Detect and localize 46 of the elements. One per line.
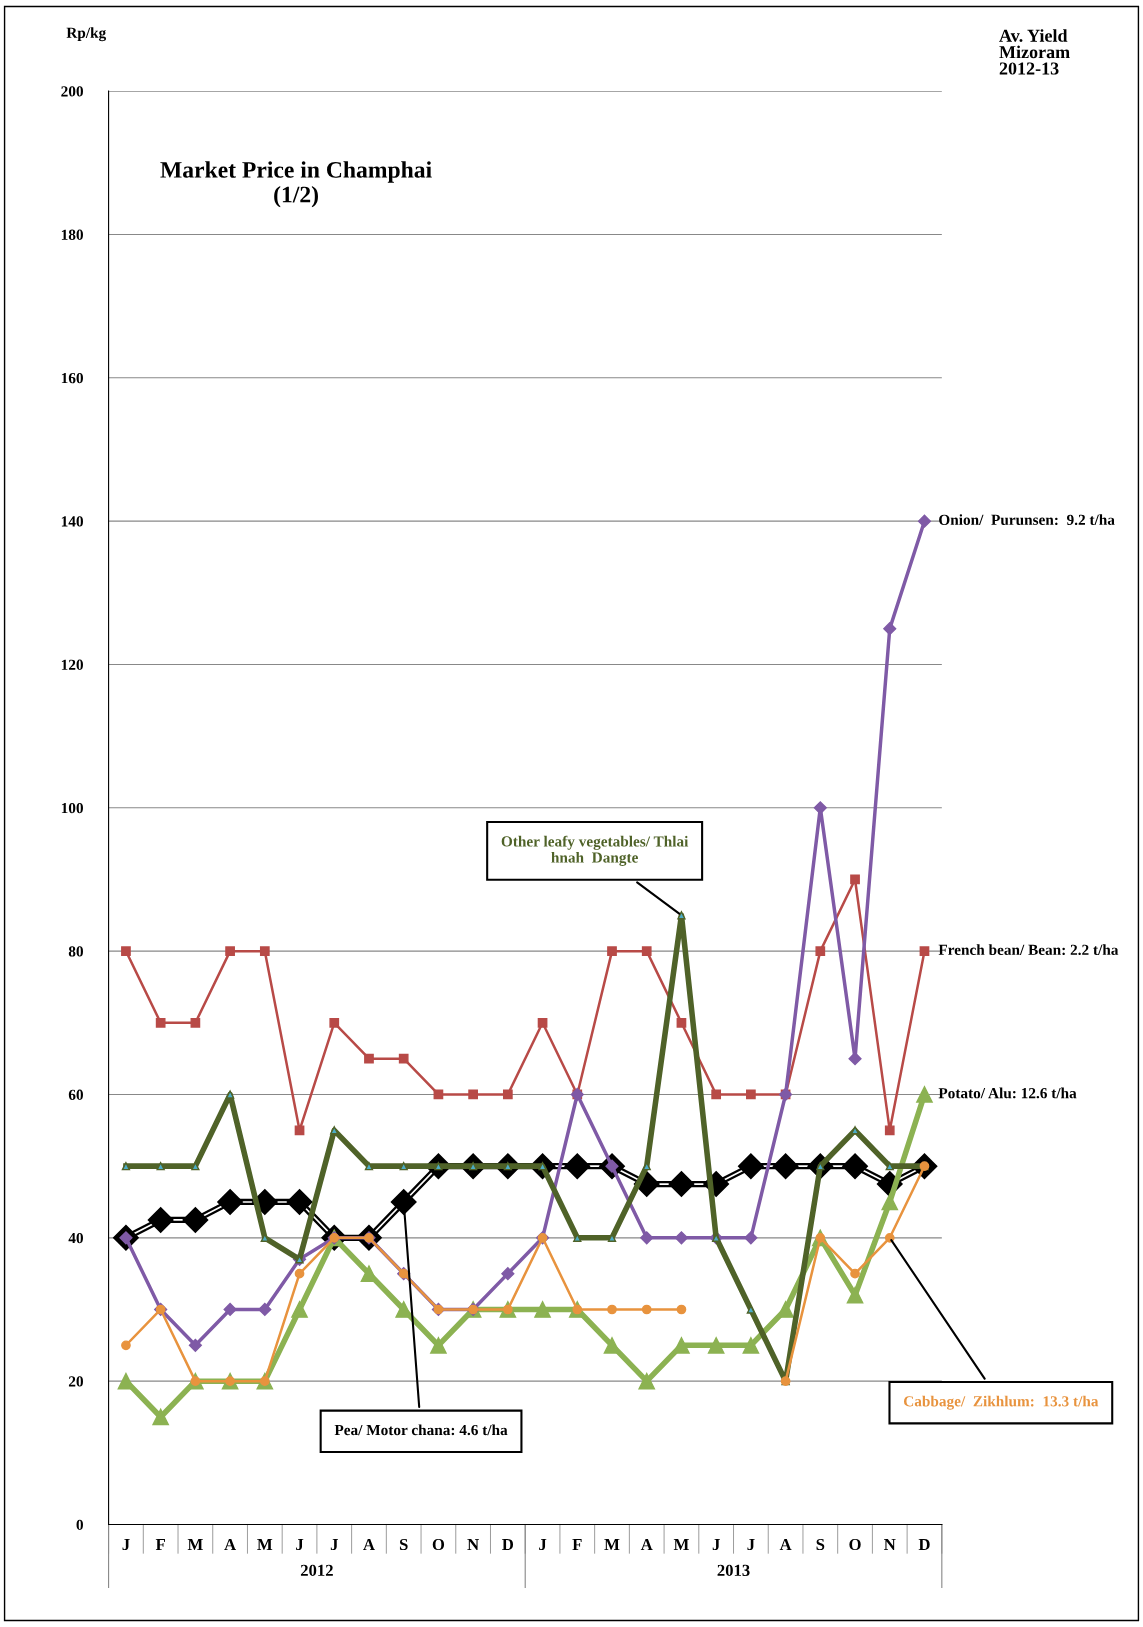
x-tick-label: F: [572, 1539, 582, 1550]
x-tick-label: D: [502, 1539, 514, 1550]
x-tick-label: J: [747, 1539, 755, 1551]
x-tick-label: D: [918, 1539, 930, 1550]
text: Pea/ Motor chana: 4.6 t/ha: [334, 1424, 508, 1436]
x-tick-label: S: [816, 1538, 825, 1551]
x-tick-label: M: [673, 1539, 689, 1550]
x-tick-label: J: [539, 1539, 547, 1551]
x-tick-label: J: [122, 1539, 130, 1551]
y-tick-label: 140: [61, 516, 83, 527]
x-tick-label: A: [640, 1538, 653, 1550]
text: 2013: [717, 1564, 750, 1576]
x-tick-label: A: [363, 1538, 375, 1550]
series-label: Onion/ Purunsen: 9.2 t/ha: [939, 514, 1115, 526]
y-tick-label: 20: [68, 1376, 83, 1387]
x-tick-label: O: [849, 1538, 861, 1551]
x-tick-label: J: [712, 1539, 720, 1551]
y-tick-label: 200: [61, 86, 83, 97]
text: Other leafy vegetables/ Thlai hnah Dangte: [501, 835, 689, 866]
x-tick-label: M: [257, 1539, 273, 1550]
x-tick-label: N: [884, 1539, 896, 1550]
y-tick-label: 120: [61, 659, 83, 670]
series-label: Potato/ Alu: 12.6 t/ha: [938, 1087, 1077, 1099]
y-tick-label: 160: [61, 372, 83, 384]
y-tick-label: 180: [61, 229, 83, 240]
y-tick-label: 100: [61, 802, 83, 814]
x-tick-label: S: [399, 1538, 408, 1551]
y-tick-label: 0: [76, 1519, 83, 1530]
x-tick-label: M: [604, 1539, 620, 1550]
x-tick-label: M: [187, 1539, 203, 1550]
y-tick-label: 60: [68, 1089, 83, 1100]
text: Av. Yield Mizoram 2012-13: [999, 29, 1070, 75]
x-tick-label: J: [330, 1539, 338, 1551]
x-tick-label: A: [224, 1538, 236, 1550]
text: Market Price in Champhai (1/2): [160, 161, 432, 208]
y-axis-title: Rp/kg: [66, 27, 107, 42]
text: Cabbage/ Zikhlum: 13.3 t/ha: [903, 1395, 1099, 1410]
series-label: French bean/ Bean: 2.2 t/ha: [938, 944, 1119, 956]
x-tick-label: A: [779, 1538, 792, 1550]
x-tick-label: F: [155, 1539, 165, 1550]
y-tick-label: 80: [68, 946, 83, 957]
x-tick-label: J: [296, 1539, 304, 1551]
x-tick-label: N: [467, 1539, 479, 1550]
y-tick-label: 40: [68, 1232, 83, 1244]
text: 2012: [300, 1564, 333, 1576]
x-tick-label: O: [432, 1538, 445, 1551]
